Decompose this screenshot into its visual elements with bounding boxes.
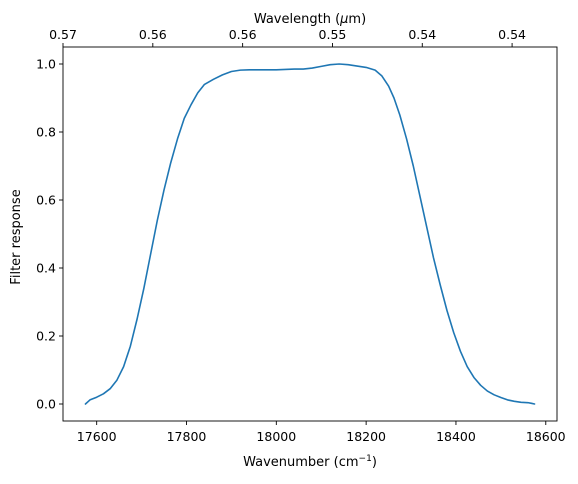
x-tick-label: 18000 [256,429,296,444]
plot-layer [84,63,536,405]
y-tick-label: 1.0 [36,57,56,72]
y-tick-label: 0.2 [36,329,56,344]
y-tick-label: 0.0 [36,397,56,412]
axes-layer: 17600 17800 18000 18200 18400 18600 0.0 0.2 0.4 0… [36,27,566,444]
series-line-0 [84,63,536,405]
top-tick-label: 0.56 [229,27,257,42]
top-axis-label-suffix: m) [348,12,366,27]
y-tick-label: 0.8 [36,125,56,140]
top-tick-label: 0.54 [498,27,526,42]
top-tick-label: 0.57 [49,27,77,42]
x-tick-label: 17600 [77,429,117,444]
top-tick-label: 0.55 [319,27,347,42]
y-tick-label: 0.4 [36,261,56,276]
top-axis-label-mu: μ [339,12,348,27]
x-tick-label: 18400 [436,429,476,444]
x-tick-label: 17800 [167,429,207,444]
top-tick-label: 0.54 [408,27,436,42]
y-tick-label: 0.6 [36,193,56,208]
y-axis-label: Filter response [9,189,24,284]
x-axis-label: Wavenumber (cm−1) [243,454,377,470]
x-tick-label: 18200 [346,429,386,444]
labels-layer: Wavenumber (cm−1) Wavelength (μm) Filter… [9,12,377,470]
top-tick-label: 0.56 [139,27,167,42]
x-axis-label-suffix: ) [372,455,377,470]
x-axis-label-sup: −1 [359,454,372,464]
x-axis-label-main: Wavenumber (cm [243,455,358,470]
axes-frame [62,46,558,422]
top-axis-label-main: Wavelength ( [254,12,340,27]
x-tick-label: 18600 [526,429,566,444]
top-axis-label: Wavelength (μm) [254,12,366,27]
